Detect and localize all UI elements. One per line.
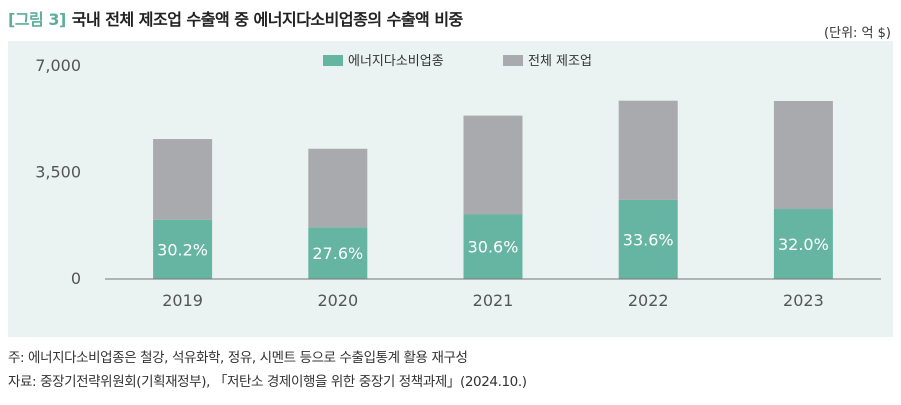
- bar-energy-intensive: [773, 209, 833, 279]
- note-text: 주: 에너지다소비업종은 철강, 석유화학, 정유, 시멘트 등으로 수출입통계…: [8, 350, 468, 366]
- notes: 주: 에너지다소비업종은 철강, 석유화학, 정유, 시멘트 등으로 수출입통계…: [8, 346, 527, 394]
- legend-swatch: [503, 55, 523, 66]
- chart-title: [그림 3] 국내 전체 제조업 수출액 중 에너지다소비업종의 수출액 비중: [8, 6, 463, 30]
- x-tick-label: 2022: [628, 291, 669, 310]
- x-tick-label: 2019: [162, 291, 203, 310]
- y-tick-label: 3,500: [35, 163, 81, 182]
- x-tick-label: 2020: [317, 291, 358, 310]
- bar-total-manufacturing: [308, 148, 368, 228]
- legend-swatch: [323, 55, 343, 66]
- bar-chart: 0 3,500 7,000 30.2% 2019 27.6% 2020 30.6% 2021 33…: [35, 54, 881, 310]
- source-text: 자료: 중장기전략위원회(기획재정부), 「저탄소 경제이행을 위한 중장기 정…: [8, 374, 527, 390]
- legend-label: 에너지다소비업종: [348, 54, 444, 69]
- bar-total-manufacturing: [463, 115, 523, 215]
- bar-data-label: 30.6%: [468, 238, 519, 257]
- bar-total-manufacturing: [153, 139, 213, 220]
- bar-total-manufacturing: [618, 100, 678, 200]
- bar-data-label: 33.6%: [623, 230, 674, 249]
- bar-energy-intensive: [463, 214, 523, 279]
- figure-label: [그림 3]: [8, 10, 66, 29]
- unit-label: (단위: 억 $): [824, 26, 891, 41]
- y-tick-label: 0: [71, 269, 81, 288]
- chart-panel: 0 3,500 7,000 30.2% 2019 27.6% 2020 30.6% 2021 33…: [8, 41, 893, 337]
- bar-total-manufacturing: [773, 100, 833, 210]
- x-tick-label: 2021: [473, 291, 514, 310]
- bar-data-label: 30.2%: [157, 240, 208, 259]
- bar-energy-intensive: [308, 227, 368, 279]
- bar-data-label: 27.6%: [312, 244, 363, 263]
- legend-label: 전체 제조업: [528, 54, 592, 69]
- bar-data-label: 32.0%: [778, 235, 829, 254]
- x-tick-label: 2023: [783, 291, 824, 310]
- bar-energy-intensive: [153, 219, 213, 279]
- figure-title: 국내 전체 제조업 수출액 중 에너지다소비업종의 수출액 비중: [71, 10, 464, 29]
- bar-energy-intensive: [618, 199, 678, 279]
- y-tick-label: 7,000: [35, 56, 81, 75]
